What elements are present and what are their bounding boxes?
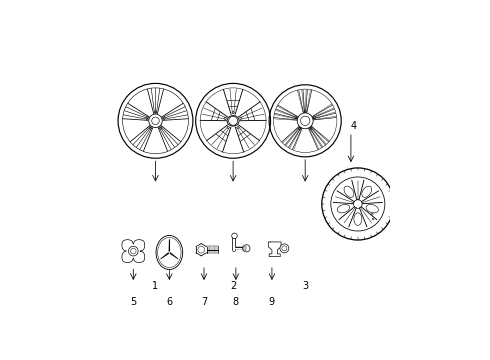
Text: 4: 4	[351, 121, 357, 131]
Ellipse shape	[227, 116, 239, 126]
Text: 3: 3	[302, 281, 308, 291]
Text: 8: 8	[233, 297, 239, 307]
Circle shape	[280, 244, 289, 253]
Circle shape	[243, 245, 250, 252]
Circle shape	[232, 233, 237, 239]
Ellipse shape	[156, 235, 183, 270]
Text: 1: 1	[152, 281, 159, 291]
Circle shape	[128, 246, 138, 256]
Text: 2: 2	[230, 281, 236, 291]
Circle shape	[297, 113, 313, 129]
Text: 5: 5	[130, 297, 136, 307]
Text: 7: 7	[201, 297, 207, 307]
Circle shape	[322, 168, 394, 240]
Text: 9: 9	[269, 297, 275, 307]
Circle shape	[149, 114, 162, 127]
Text: 6: 6	[166, 297, 172, 307]
